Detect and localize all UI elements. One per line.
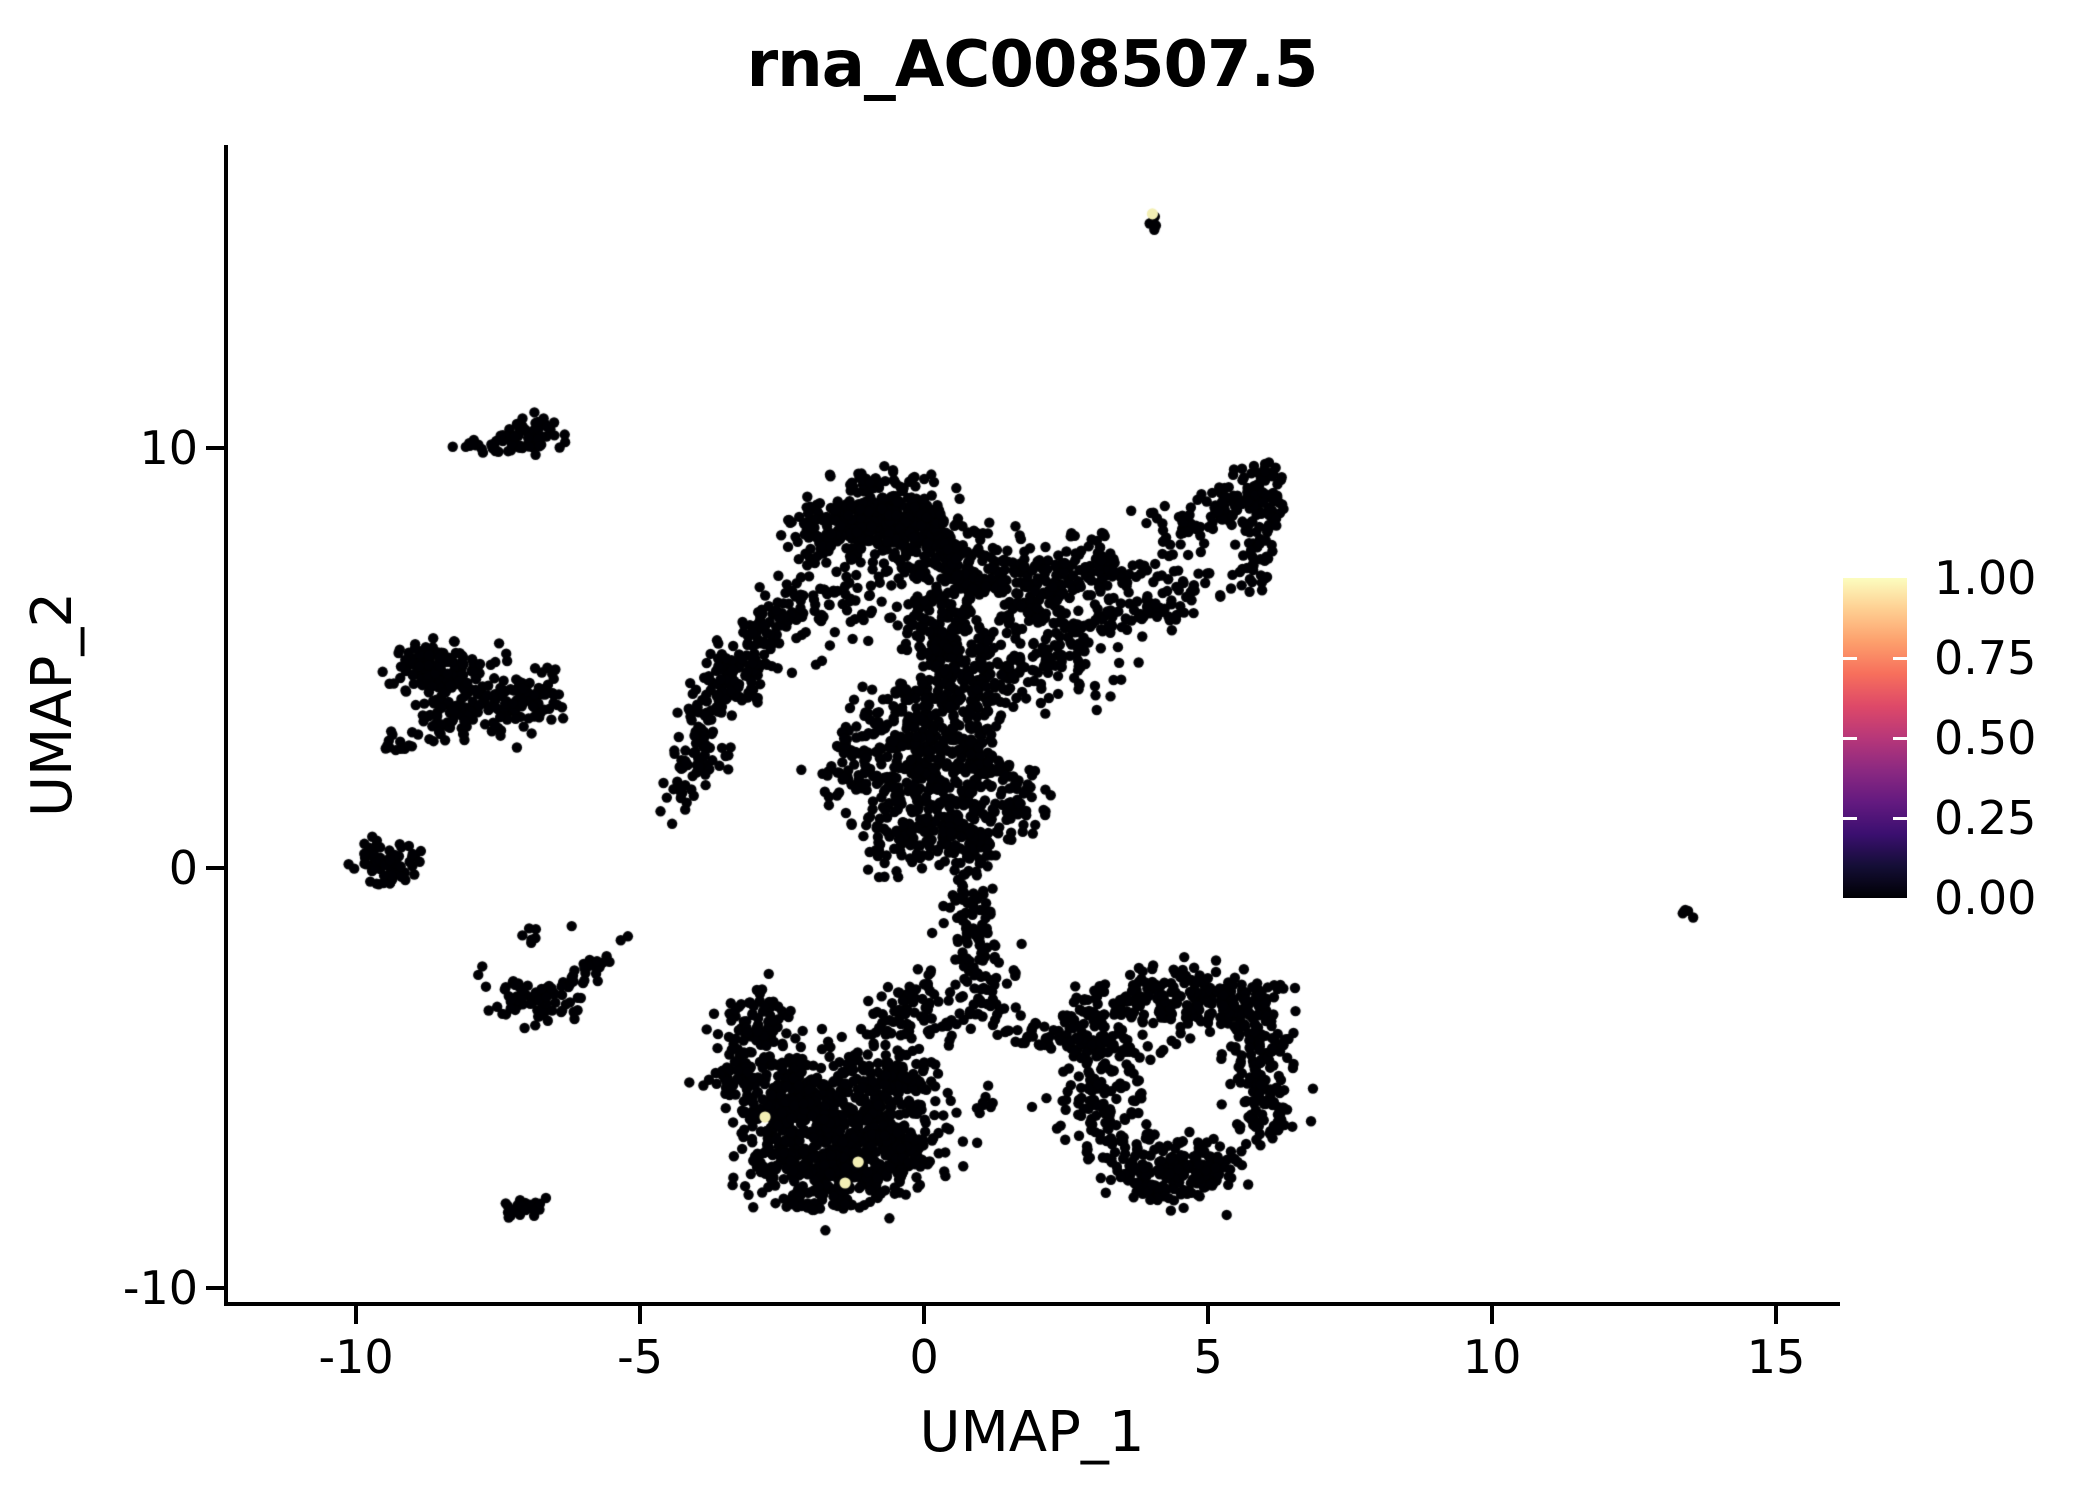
colorbar-tick-mark xyxy=(1843,656,1857,660)
x-tick-label: 0 xyxy=(909,1330,939,1384)
y-tick-mark xyxy=(206,1286,224,1291)
x-tick-mark xyxy=(922,1306,927,1324)
x-tick-label: -5 xyxy=(617,1330,663,1384)
x-tick-label: 15 xyxy=(1746,1330,1806,1384)
colorbar-tick-mark xyxy=(1893,736,1907,740)
colorbar-label: 0.00 xyxy=(1934,871,2037,925)
y-tick-label: -10 xyxy=(122,1261,198,1316)
x-tick-label: 5 xyxy=(1193,1330,1223,1384)
y-axis-title: UMAP_2 xyxy=(20,591,85,817)
x-tick-mark xyxy=(1206,1306,1211,1324)
y-tick-mark xyxy=(206,865,224,870)
x-tick-label: -10 xyxy=(318,1330,394,1384)
colorbar-tick-mark xyxy=(1893,656,1907,660)
colorbar-label: 0.75 xyxy=(1934,631,2037,685)
colorbar-tick-mark xyxy=(1843,736,1857,740)
colorbar-label: 1.00 xyxy=(1934,551,2037,605)
colorbar-tick-mark xyxy=(1893,816,1907,820)
x-tick-label: 10 xyxy=(1462,1330,1522,1384)
y-tick-label: 10 xyxy=(139,420,198,475)
x-tick-mark xyxy=(354,1306,359,1324)
y-tick-label: 0 xyxy=(168,840,198,895)
colorbar-tick-mark xyxy=(1843,816,1857,820)
y-axis-line xyxy=(224,145,228,1306)
x-tick-mark xyxy=(638,1306,643,1324)
x-tick-mark xyxy=(1490,1306,1495,1324)
colorbar-label: 0.25 xyxy=(1934,791,2037,845)
x-tick-mark xyxy=(1774,1306,1779,1324)
colorbar-label: 0.50 xyxy=(1934,711,2037,765)
y-tick-mark xyxy=(206,445,224,450)
x-axis-line xyxy=(224,1302,1840,1306)
x-axis-title: UMAP_1 xyxy=(919,1400,1145,1465)
